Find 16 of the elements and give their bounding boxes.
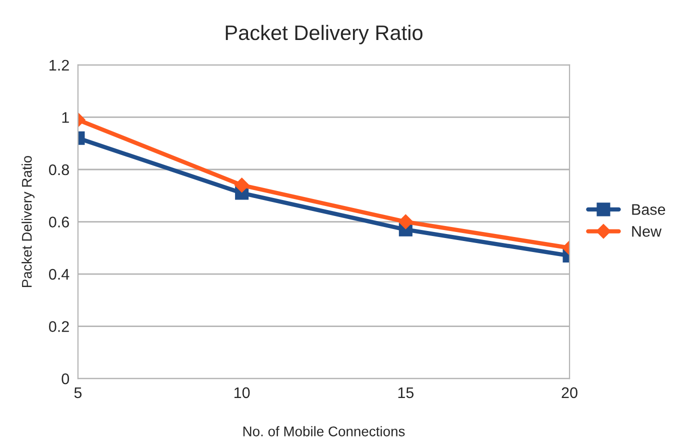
x-tick-label: 15: [398, 387, 414, 398]
y-tick-label: 1: [62, 112, 69, 123]
y-tick-label: 1.2: [50, 60, 69, 70]
x-tick-label: 5: [74, 387, 82, 398]
x-axis-title: No. of Mobile Connections: [243, 426, 405, 436]
x-tick-label: 20: [562, 387, 578, 398]
x-tick-label: 10: [234, 387, 250, 398]
legend-label: Base: [632, 204, 666, 215]
y-tick-label: 0.8: [48, 164, 69, 176]
y-tick-label: 0: [62, 373, 70, 384]
y-tick-label: 0.2: [48, 321, 69, 332]
y-axis-title: Packet Delivery Ratio: [22, 156, 35, 287]
chart-title: Packet Delivery Ratio: [226, 24, 422, 44]
y-tick-label: 0.4: [48, 268, 70, 280]
legend-label: New: [632, 226, 662, 237]
y-tick-label: 0.6: [48, 216, 69, 228]
